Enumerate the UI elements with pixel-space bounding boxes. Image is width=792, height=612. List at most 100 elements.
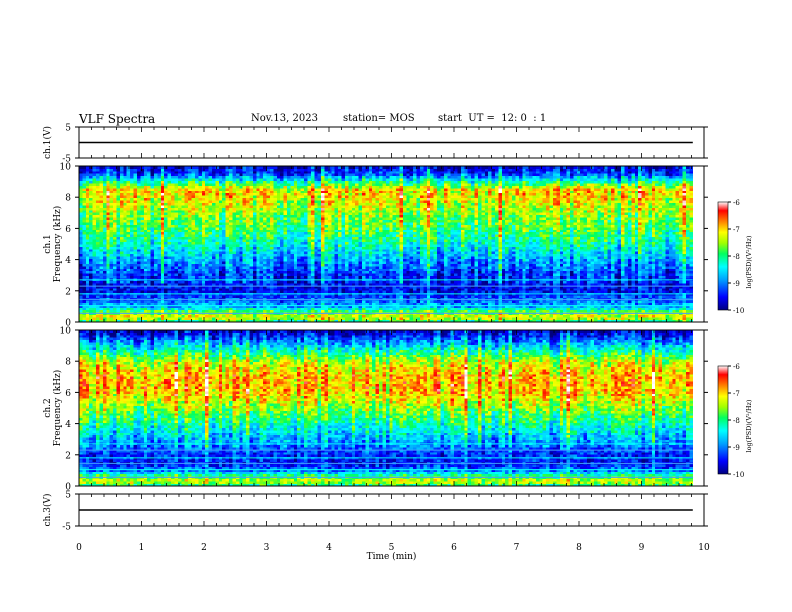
spectrogram-cell [300, 280, 305, 284]
spectrogram-cell [269, 270, 274, 274]
spectrogram-cell [549, 256, 554, 260]
spectrogram-cell [600, 270, 605, 274]
spectrogram-cell [123, 280, 128, 284]
spectrogram-cell [651, 268, 656, 272]
spectrogram-cell [467, 285, 472, 289]
spectrogram-cell [113, 319, 117, 323]
spectrogram-cell [457, 295, 462, 299]
spectrogram-cell [460, 314, 465, 318]
spectrogram-cell [167, 290, 172, 294]
spectrogram-cell [546, 256, 550, 260]
spectrogram-cell [392, 285, 397, 289]
spectrogram-cell [627, 270, 632, 274]
spectrogram-cell [559, 309, 564, 313]
spectrogram-cell [252, 304, 257, 308]
date-label: Nov.13, 2023 [251, 113, 318, 124]
spectrogram-cell [225, 280, 230, 284]
spectrogram-cell [631, 319, 636, 323]
spectrogram-cell [249, 319, 254, 323]
spectrogram-cell [324, 309, 329, 313]
spectrogram-cell [638, 275, 642, 279]
spectrogram-cell [198, 283, 203, 286]
spectrogram-cell [119, 302, 124, 306]
spectrogram-cell [447, 283, 452, 286]
spectrogram-cell [123, 258, 128, 262]
spectrogram-cell [355, 285, 359, 289]
spectrogram-cell [269, 283, 274, 286]
spectrogram-cell [286, 256, 291, 260]
spectrogram-cell [239, 275, 244, 279]
spectrogram-cell [672, 268, 677, 272]
spectrogram-cell [259, 287, 264, 291]
spectrogram-cell [286, 302, 291, 306]
spectrogram-cell [685, 300, 690, 303]
spectrogram-cell [273, 300, 278, 303]
spectrogram-cell [154, 285, 158, 289]
spectrogram-cell [317, 304, 322, 308]
spectrogram-cell [539, 287, 544, 291]
spectrogram-cell [631, 283, 636, 286]
spectrogram-cell [123, 265, 128, 269]
spectrogram-cell [450, 261, 455, 264]
spectrogram-cell [641, 319, 646, 323]
spectrogram-cell [167, 273, 172, 277]
spectrogram-cell [344, 307, 349, 311]
spectrogram-cell [600, 307, 605, 311]
spectrogram-cell [467, 302, 472, 306]
spectrogram-cell [610, 258, 615, 262]
spectrogram-cell [160, 295, 165, 299]
spectrogram-cell [539, 304, 544, 308]
spectrogram-cell [249, 268, 254, 272]
spectrogram-cell [518, 302, 523, 306]
spectrogram-cell [246, 304, 250, 308]
spectrogram-cell [515, 263, 520, 267]
spectrogram-cell [269, 280, 274, 284]
spectrogram-cell [256, 256, 261, 260]
spectrogram-cell [645, 304, 649, 308]
spectrogram-cell [113, 285, 117, 289]
spectrogram-cell [232, 317, 237, 320]
spectrogram-cell [460, 283, 465, 286]
spectrogram-cell [501, 268, 506, 272]
spectrogram-cell [385, 300, 390, 303]
spectrogram-cell [464, 263, 469, 267]
spectrogram-cell [252, 317, 257, 320]
spectrogram-cell [232, 283, 237, 286]
spectrogram-cell [610, 295, 615, 299]
spectrogram-cell [440, 258, 445, 262]
spectrogram-cell [454, 309, 458, 313]
spectrogram-cell [348, 270, 353, 274]
spectrogram-cell [208, 258, 213, 262]
spectrogram-cell [191, 319, 196, 323]
spectrogram-cell [205, 317, 209, 320]
spectrogram-cell [150, 256, 155, 260]
spectrogram-cell [573, 307, 578, 311]
spectrogram-cell [113, 258, 117, 262]
spectrogram-cell [450, 319, 455, 323]
spectrogram-cell [685, 261, 690, 264]
spectrogram-cell [188, 261, 192, 264]
spectrogram-cell [133, 283, 138, 286]
spectrogram-cell [501, 256, 506, 260]
spectrogram-cell [348, 273, 353, 277]
spectrogram-cell [617, 304, 622, 308]
spectrogram-cell [239, 258, 244, 262]
spectrogram-cell [614, 309, 619, 313]
spectrogram-cell [150, 300, 155, 303]
spectrogram-cell [546, 265, 550, 269]
spectrogram-cell [286, 304, 291, 308]
spectrogram-cell [205, 302, 209, 306]
spectrogram-cell [113, 290, 117, 294]
spectrogram-cell [327, 314, 332, 318]
spectrogram-cell [525, 261, 530, 264]
spectrogram-cell [675, 270, 680, 274]
spectrogram-cell [590, 295, 595, 299]
spectrogram-cell [358, 268, 363, 272]
spectrogram-cell [334, 302, 339, 306]
spectrogram-cell [464, 307, 469, 311]
spectrogram-cell [501, 290, 506, 294]
spectrogram-cell [672, 280, 677, 284]
spectrogram-cell [297, 302, 302, 306]
spectrogram-cell [365, 307, 370, 311]
spectrogram-cell [385, 295, 390, 299]
